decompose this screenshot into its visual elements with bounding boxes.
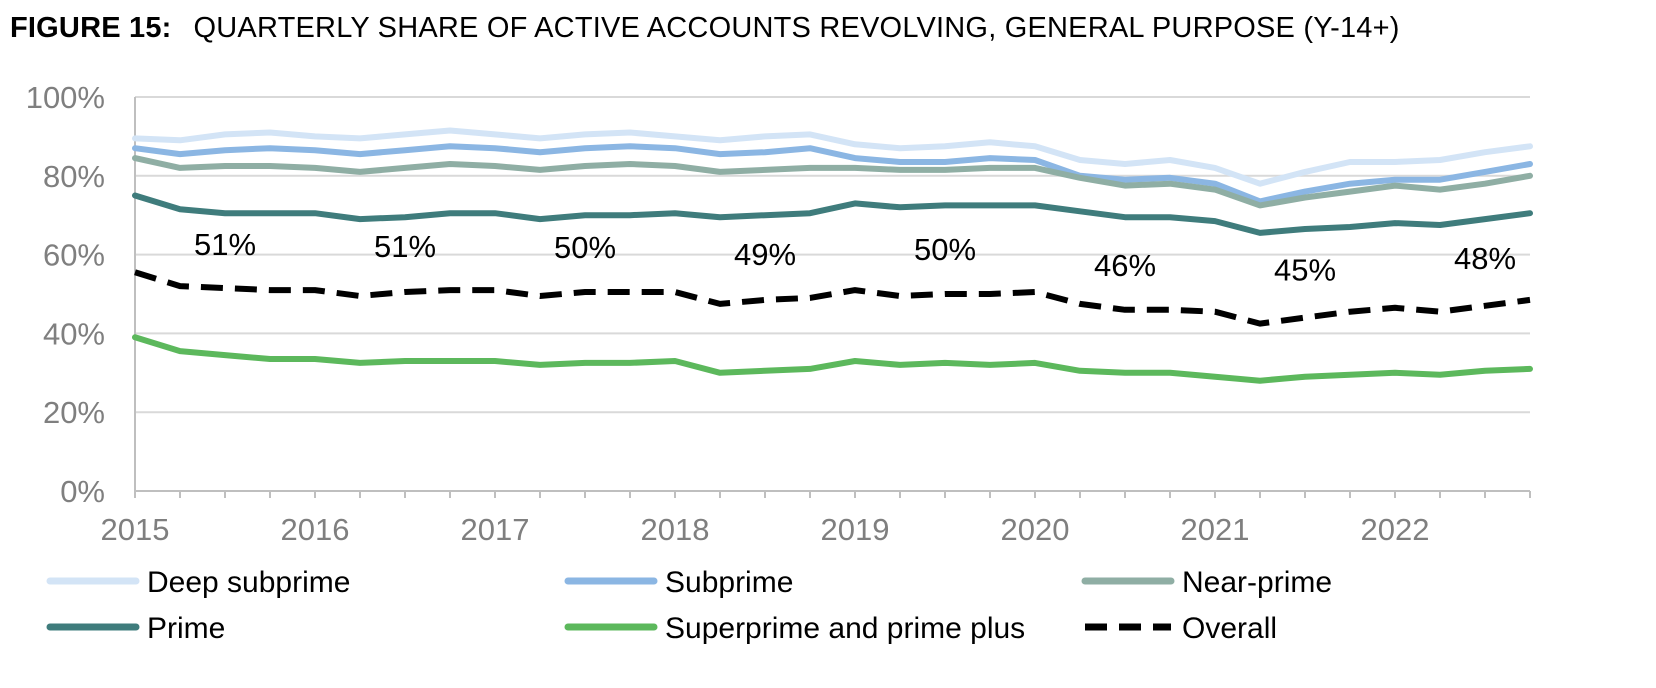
y-tick-label: 100% xyxy=(26,80,105,115)
x-axis: 2015 2016 2017 2018 2019 2020 2021 2022 xyxy=(101,490,1531,547)
legend: Deep subprime Subprime Near-prime Prime Supe… xyxy=(46,566,1332,645)
y-tick-label: 80% xyxy=(43,159,105,194)
figure-title: FIGURE 15: QUARTERLY SHARE OF ACTIVE ACCO… xyxy=(10,12,1400,45)
y-tick-label: 0% xyxy=(60,474,105,509)
annotation-label: 50% xyxy=(914,232,976,267)
annotation-label: 50% xyxy=(554,230,616,265)
x-tick-label: 2019 xyxy=(821,512,890,547)
annotation-label: 45% xyxy=(1274,253,1336,288)
annotation-label: 51% xyxy=(374,229,436,264)
series-line-deep-subprime xyxy=(132,127,1533,187)
y-tick-label: 20% xyxy=(43,395,105,430)
x-tick-label: 2022 xyxy=(1361,512,1430,547)
legend-label: Superprime and prime plus xyxy=(665,612,1025,645)
series-line-superprime-and-prime-plus xyxy=(132,334,1533,384)
y-tick-label: 40% xyxy=(43,316,105,351)
legend-label: Deep subprime xyxy=(147,566,350,599)
y-axis: 0% 20% 40% 60% 80% 100% xyxy=(26,80,136,509)
y-tick-label: 60% xyxy=(43,238,105,273)
figure-title-text: QUARTERLY SHARE OF ACTIVE ACCOUNTS REVOL… xyxy=(193,12,1400,44)
x-tick-label: 2016 xyxy=(281,512,350,547)
annotation-label: 46% xyxy=(1094,248,1156,283)
x-tick-label: 2017 xyxy=(461,512,530,547)
legend-label: Prime xyxy=(147,612,225,645)
x-tick-label: 2020 xyxy=(1001,512,1070,547)
x-tick-label: 2015 xyxy=(101,512,170,547)
x-tick-label: 2021 xyxy=(1181,512,1250,547)
legend-label: Overall xyxy=(1182,612,1277,645)
annotation-label: 49% xyxy=(734,237,796,272)
figure-label: FIGURE 15: xyxy=(10,12,172,44)
series-line-prime xyxy=(132,192,1533,236)
series-line-overall xyxy=(134,269,1531,327)
series-lines xyxy=(132,127,1533,384)
series-line-subprime xyxy=(132,143,1533,205)
legend-label: Near-prime xyxy=(1182,566,1332,599)
series-line-near-prime xyxy=(132,155,1533,209)
annotations: 51% 51% 50% 49% 50% 46% 45% 48% xyxy=(194,227,1516,288)
x-tick-label: 2018 xyxy=(641,512,710,547)
legend-label: Subprime xyxy=(665,566,793,599)
annotation-label: 48% xyxy=(1454,241,1516,276)
annotation-label: 51% xyxy=(194,227,256,262)
